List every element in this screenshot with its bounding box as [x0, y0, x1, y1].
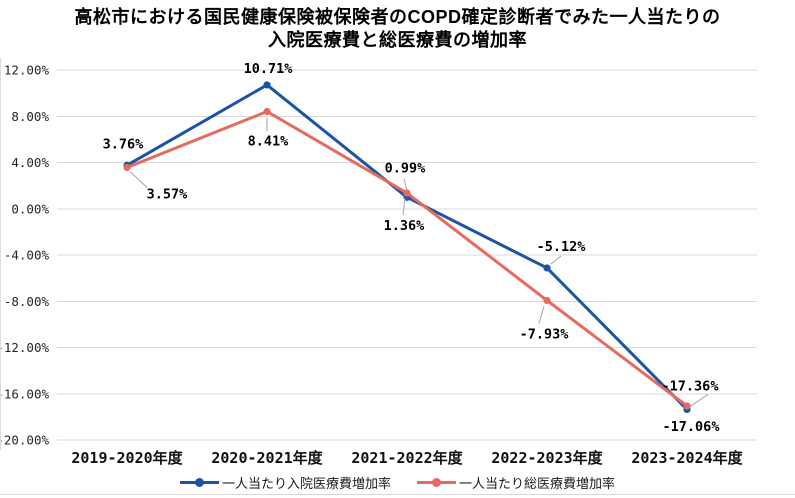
legend-item-total-cost: 一人当たり総医療費増加率 — [417, 473, 615, 492]
y-axis-tick-label: 12.00% — [4, 63, 50, 78]
data-label: -17.06% — [663, 419, 721, 435]
y-axis-tick-label: -8.00% — [4, 294, 50, 309]
data-point-marker — [263, 107, 271, 116]
data-label: 0.99% — [385, 160, 427, 176]
x-axis-tick-label: 2022-2023年度 — [491, 449, 603, 467]
data-label: 3.76% — [103, 136, 145, 152]
data-point-marker — [263, 81, 271, 89]
data-label: -17.36% — [662, 378, 720, 394]
chart-title: 高松市における国民健康保険被保険者のCOPD確定診断者でみた一人当たりの 入院医… — [0, 6, 795, 52]
data-label: 8.41% — [248, 134, 290, 150]
data-label: 3.57% — [147, 186, 189, 202]
y-axis-tick-label: -16.00% — [0, 386, 49, 401]
data-label: 1.36% — [384, 218, 426, 234]
data-label: 10.71% — [244, 61, 294, 77]
x-axis-tick-label: 2019-2020年度 — [71, 449, 183, 467]
y-axis-tick-label: 0.00% — [11, 201, 49, 216]
x-axis-tick-label: 2020-2021年度 — [211, 449, 323, 467]
legend-item-inpatient-cost: 一人当たり入院医療費増加率 — [179, 473, 391, 492]
data-label-leader-line — [403, 178, 408, 192]
data-point-marker — [683, 402, 691, 410]
data-label-leader-line — [550, 255, 562, 265]
data-label-leader-line — [402, 197, 406, 216]
legend-label-inpatient-cost: 一人当たり入院医療費増加率 — [221, 475, 391, 491]
y-axis-tick-label: -20.00% — [0, 433, 49, 448]
x-axis-tick-label: 2021-2022年度 — [351, 449, 463, 467]
x-axis-tick-label: 2023-2024年度 — [631, 449, 743, 467]
data-label: -7.93% — [520, 326, 570, 342]
data-label: -5.12% — [537, 239, 587, 255]
bottom-divider — [0, 494, 795, 495]
left-edge-divider — [0, 58, 1, 450]
chart-title-line2: 入院医療費と総医療費の増加率 — [268, 30, 527, 50]
legend-label-total-cost: 一人当たり総医療費増加率 — [459, 475, 616, 491]
y-axis-tick-label: 4.00% — [11, 155, 49, 170]
data-point-marker — [123, 163, 131, 172]
data-label-leader-line — [689, 394, 709, 407]
data-point-marker — [543, 264, 551, 272]
data-point-marker — [543, 296, 551, 305]
y-axis-tick-label: -4.00% — [4, 248, 50, 263]
data-point-marker — [403, 189, 411, 197]
chart-title-line1: 高松市における国民健康保険被保険者のCOPD確定診断者でみた一人当たりの — [74, 7, 721, 27]
data-label-leader-line — [129, 171, 148, 188]
data-label-leader-line — [538, 306, 545, 324]
legend-dot-icon — [432, 477, 441, 487]
y-axis-tick-label: -12.00% — [0, 340, 49, 355]
y-axis-tick-label: 8.00% — [11, 109, 49, 124]
legend: 一人当たり入院医療費増加率 一人当たり総医療費増加率 — [0, 472, 795, 492]
legend-line-dot-marker-blue — [179, 477, 219, 487]
series-line-1 — [125, 110, 689, 408]
legend-dot-icon — [194, 477, 204, 487]
legend-line-dot-marker-red — [417, 477, 456, 487]
